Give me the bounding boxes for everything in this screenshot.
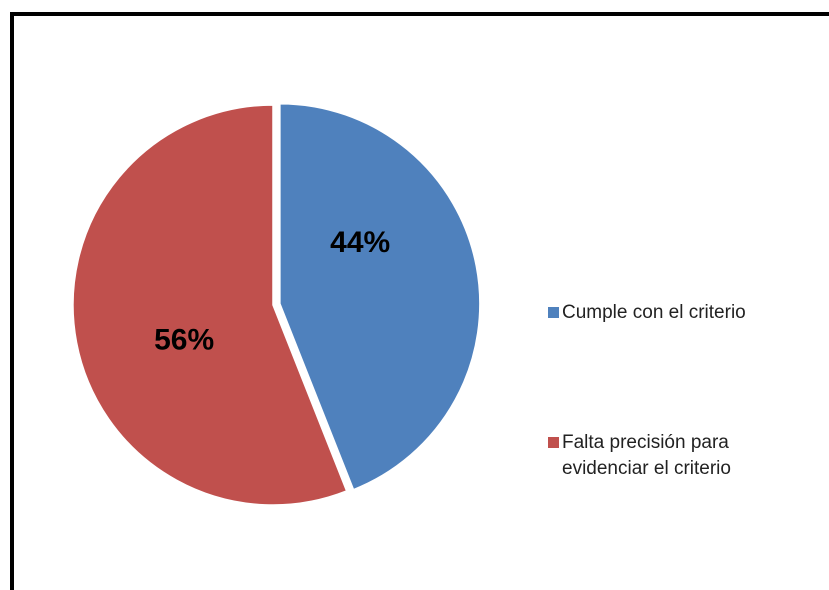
legend-swatch (548, 437, 559, 448)
legend-label: Cumple con el criterio (562, 302, 746, 323)
legend-label: Falta precisión para evidenciar el crite… (562, 432, 731, 479)
legend-item: Falta precisión para evidenciar el crite… (548, 430, 778, 482)
pie-slice (279, 102, 481, 491)
chart-frame (10, 12, 829, 590)
data-label: 56% (154, 323, 214, 356)
data-label: 44% (330, 226, 390, 259)
legend-swatch (548, 307, 559, 318)
pie-slice (72, 104, 348, 506)
legend-item: Cumple con el criterio (548, 300, 788, 326)
